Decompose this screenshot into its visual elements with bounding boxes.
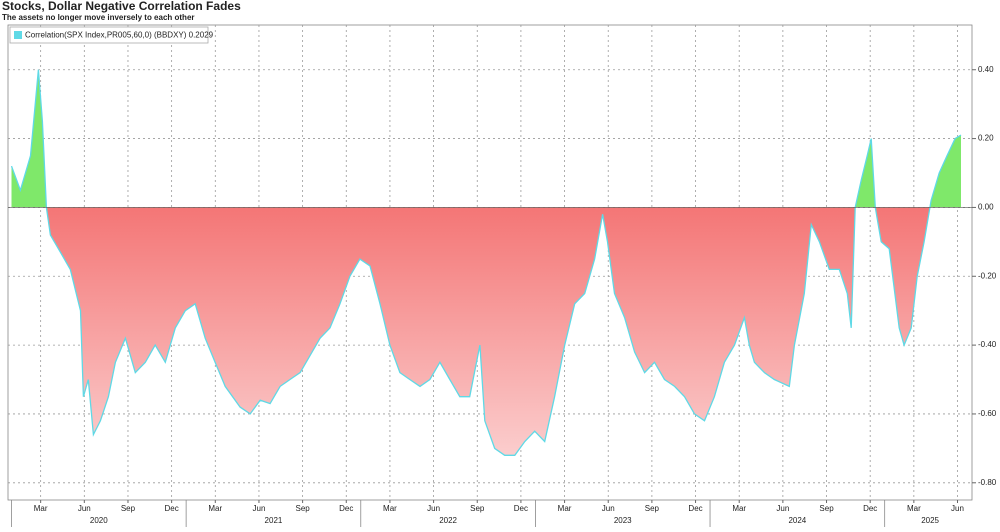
year-label: 2020 bbox=[90, 516, 108, 525]
year-label: 2025 bbox=[921, 516, 939, 525]
x-tick-label: Mar bbox=[208, 504, 222, 513]
x-tick-label: Mar bbox=[383, 504, 397, 513]
x-tick-label: Jun bbox=[427, 504, 440, 513]
legend: Correlation(SPX Index,PR005,60,0) (BBDXY… bbox=[9, 26, 214, 44]
legend-box bbox=[9, 26, 209, 44]
x-tick-label: Sep bbox=[645, 504, 660, 513]
x-tick-label: Mar bbox=[558, 504, 572, 513]
series-line bbox=[10, 69, 962, 456]
chart-title: Stocks, Dollar Negative Correlation Fade… bbox=[2, 0, 241, 13]
plot-frame bbox=[7, 24, 973, 501]
legend-label: Correlation(SPX Index,PR005,60,0) (BBDXY… bbox=[25, 31, 214, 40]
x-tick-label: Dec bbox=[863, 504, 877, 513]
legend-swatch bbox=[14, 31, 22, 39]
x-tick-label: Jun bbox=[776, 504, 789, 513]
y-tick-label: -0.80 bbox=[978, 478, 997, 487]
x-tick-label: Sep bbox=[819, 504, 834, 513]
year-label: 2023 bbox=[614, 516, 632, 525]
y-tick-label: -0.60 bbox=[978, 409, 997, 418]
x-tick-label: Dec bbox=[514, 504, 528, 513]
x-tick-label: Sep bbox=[121, 504, 136, 513]
year-label: 2024 bbox=[788, 516, 806, 525]
x-tick-label: Dec bbox=[339, 504, 353, 513]
year-label: 2021 bbox=[265, 516, 283, 525]
chart-subtitle: The assets no longer move inversely to e… bbox=[2, 13, 195, 22]
x-tick-label: Dec bbox=[165, 504, 179, 513]
year-label: 2022 bbox=[439, 516, 457, 525]
y-tick-label: -0.40 bbox=[978, 340, 997, 349]
x-tick-label: Jun bbox=[951, 504, 964, 513]
y-tick-label: 0.40 bbox=[978, 65, 994, 74]
y-tick-label: -0.20 bbox=[978, 271, 997, 280]
area-shade bbox=[11, 207, 961, 456]
x-tick-label: Jun bbox=[78, 504, 91, 513]
y-tick-label: 0.00 bbox=[978, 203, 994, 212]
x-tick-label: Sep bbox=[470, 504, 485, 513]
x-tick-label: Dec bbox=[688, 504, 702, 513]
area-positive bbox=[11, 69, 961, 208]
x-tick-label: Mar bbox=[907, 504, 921, 513]
x-tick-label: Jun bbox=[602, 504, 615, 513]
x-tick-label: Mar bbox=[732, 504, 746, 513]
x-tick-label: Mar bbox=[34, 504, 48, 513]
x-tick-label: Jun bbox=[253, 504, 266, 513]
y-tick-label: 0.20 bbox=[978, 134, 994, 143]
x-tick-label: Sep bbox=[295, 504, 310, 513]
